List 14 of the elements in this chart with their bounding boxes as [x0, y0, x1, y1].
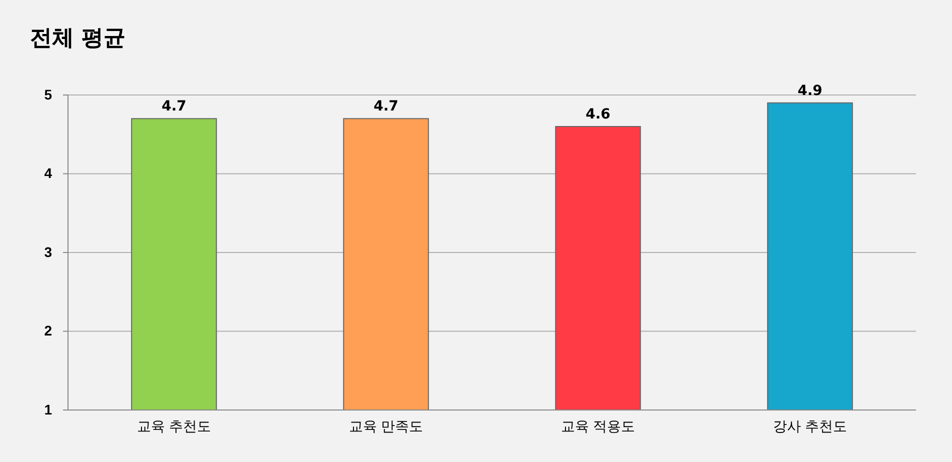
data-label: 4.7 [162, 98, 186, 115]
y-tick-label: 2 [44, 322, 52, 339]
x-tick-label: 교육 만족도 [349, 418, 423, 434]
x-tick-label: 교육 추천도 [137, 418, 211, 434]
y-tick-label: 3 [44, 244, 52, 260]
chart-title: 전체 평균 [30, 26, 126, 51]
data-label: 4.7 [374, 98, 398, 115]
y-tick-label: 4 [44, 165, 52, 182]
data-label: 4.6 [586, 106, 610, 122]
x-tick-label: 강사 추천도 [773, 418, 847, 434]
y-tick-label: 5 [44, 86, 52, 102]
data-label: 4.9 [798, 82, 822, 99]
y-tick-label: 1 [44, 401, 52, 418]
x-tick-label: 교육 적용도 [561, 418, 635, 434]
